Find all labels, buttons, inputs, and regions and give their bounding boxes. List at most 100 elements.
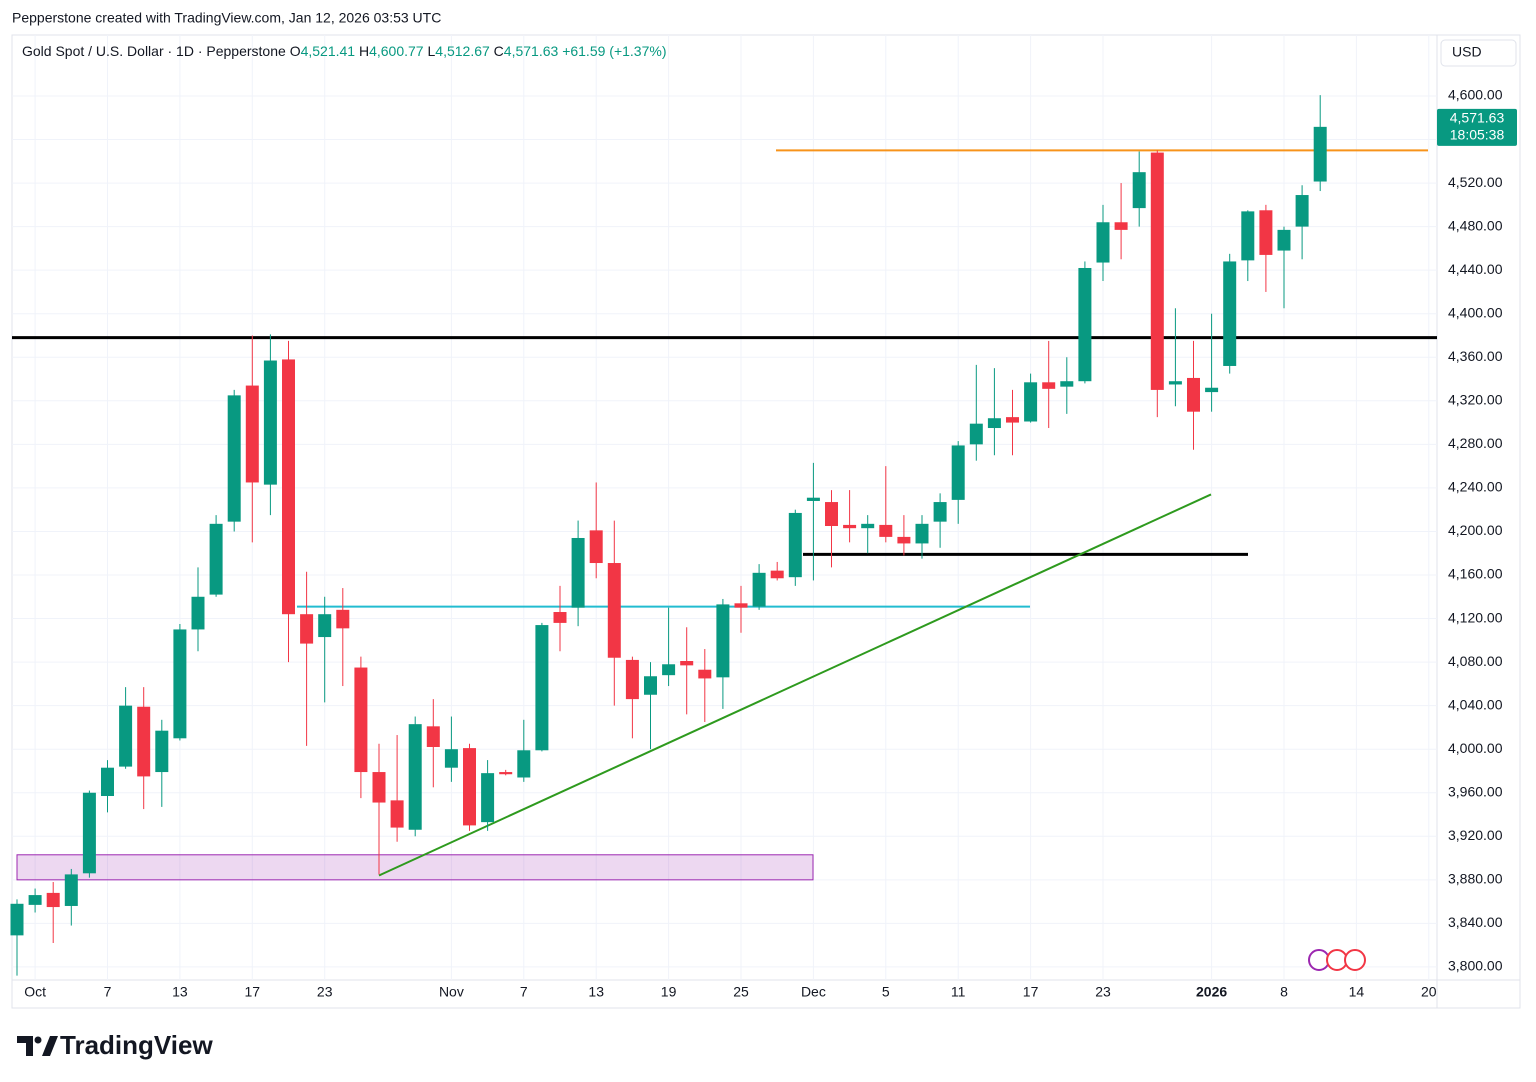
- logo-mark: [42, 1036, 58, 1056]
- last-price: 4,571.63: [1450, 110, 1505, 126]
- candle-body: [933, 502, 947, 522]
- candle-body: [607, 563, 621, 658]
- candle-body: [806, 497, 820, 501]
- candle-body: [825, 502, 838, 527]
- candles: [10, 95, 1327, 976]
- event-icons: [1308, 949, 1366, 971]
- y-tick-label: 4,520.00: [1448, 174, 1503, 190]
- candle-body: [625, 659, 639, 700]
- candle-body: [1295, 195, 1309, 227]
- candle-body: [499, 772, 513, 775]
- chart-frame: [11, 34, 1521, 1009]
- candle-body: [1259, 210, 1273, 255]
- candle-body: [1024, 382, 1038, 422]
- candle-body: [644, 676, 657, 695]
- ohlc-key: C: [494, 43, 504, 59]
- y-tick-label: 3,960.00: [1448, 783, 1503, 799]
- candle-body: [770, 570, 784, 579]
- candle-body: [879, 524, 893, 537]
- brand-logo: TradingView: [17, 1030, 213, 1060]
- currency[interactable]: USD: [1452, 44, 1482, 60]
- candle-body: [734, 603, 748, 608]
- candle-body: [698, 669, 712, 679]
- x-tick-label: 17: [1023, 984, 1039, 1000]
- candle-body: [1114, 222, 1128, 230]
- x-tick-label: 14: [1349, 984, 1365, 1000]
- axes: 3,800.00 3,840.00 3,880.00 3,920.00 3,960.00…: [24, 87, 1517, 1000]
- candle-body: [354, 667, 368, 773]
- candle-body: [390, 800, 404, 828]
- candle-body: [752, 572, 766, 607]
- candle-body: [589, 530, 603, 564]
- candle-body: [535, 625, 549, 751]
- candle-body: [101, 767, 114, 797]
- candle-body: [1132, 172, 1146, 209]
- candle-body: [481, 773, 495, 823]
- candle-body: [969, 423, 983, 445]
- y-tick-label: 4,160.00: [1448, 566, 1503, 582]
- change: +61.59 (+1.37%): [562, 43, 666, 59]
- ohlc-key: O: [290, 43, 301, 59]
- y-tick-label: 4,280.00: [1448, 435, 1503, 451]
- y-tick-label: 3,840.00: [1448, 914, 1503, 930]
- y-tick-label: 4,440.00: [1448, 261, 1503, 277]
- y-tick-label: 4,240.00: [1448, 479, 1503, 495]
- candle-body: [1313, 126, 1327, 182]
- candle-body: [191, 596, 205, 630]
- caption: Pepperstone created with TradingView.com…: [12, 10, 441, 26]
- candle-body: [1205, 387, 1219, 393]
- x-tick-label: 11: [951, 984, 966, 1000]
- candle-body: [680, 661, 694, 666]
- y-tick-label: 4,120.00: [1448, 609, 1503, 625]
- event-icon[interactable]: [1344, 949, 1366, 971]
- candle-body: [951, 445, 965, 500]
- candle-body: [336, 609, 350, 629]
- trend-line: [378, 493, 1212, 877]
- ohlc-value: 4,521.41: [301, 43, 356, 59]
- x-tick-label: Nov: [439, 984, 464, 1000]
- candle-body: [517, 750, 531, 778]
- legend-header: Gold Spot / U.S. Dollar · 1D · Peppersto…: [22, 43, 666, 59]
- candle-body: [119, 705, 133, 767]
- candle-body: [1223, 261, 1237, 366]
- candle-body: [788, 512, 802, 578]
- candle-body: [1241, 211, 1255, 261]
- candle-body: [137, 706, 151, 777]
- candle-body: [1150, 152, 1164, 390]
- candle-body: [82, 792, 96, 874]
- candle-body: [463, 748, 476, 826]
- x-tick-label: Dec: [801, 984, 826, 1000]
- candle-body: [245, 385, 259, 483]
- y-tick-label: 3,800.00: [1448, 958, 1503, 974]
- y-tick-label: 3,920.00: [1448, 827, 1503, 843]
- price-tag-box: [1437, 108, 1517, 146]
- x-tick-label: 23: [1095, 984, 1111, 1000]
- candle-body: [987, 418, 1001, 429]
- y-tick-label: 4,000.00: [1448, 740, 1503, 756]
- candle-body: [372, 772, 386, 803]
- candle-body: [861, 523, 875, 529]
- candle-body: [716, 604, 730, 678]
- candle-body: [1096, 222, 1110, 263]
- currency-box[interactable]: [1440, 39, 1517, 67]
- y-tick-label: 4,320.00: [1448, 392, 1503, 408]
- y-tick-label: 4,080.00: [1448, 653, 1503, 669]
- candle-body: [571, 537, 585, 608]
- candle-body: [843, 524, 857, 529]
- candle-body: [1060, 381, 1074, 387]
- x-tick-label: 20: [1421, 984, 1437, 1000]
- candle-body: [1187, 377, 1200, 412]
- grid: [12, 35, 1437, 980]
- x-tick-label: 19: [661, 984, 677, 1000]
- x-tick-label: 2026: [1196, 984, 1227, 1000]
- x-tick-label: 23: [317, 984, 333, 1000]
- symbol: Gold Spot / U.S. Dollar · 1D · Peppersto…: [22, 43, 286, 59]
- x-tick-label: Oct: [24, 984, 46, 1000]
- candle-body: [227, 395, 241, 522]
- y-tick-label: 4,360.00: [1448, 348, 1503, 364]
- x-tick-label: 25: [733, 984, 749, 1000]
- candle-body: [426, 726, 440, 748]
- ohlc-value: 4,600.77: [369, 43, 424, 59]
